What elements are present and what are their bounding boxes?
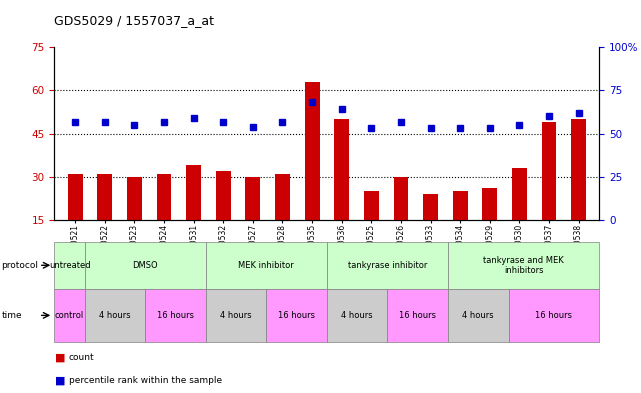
Text: MEK inhibitor: MEK inhibitor (238, 261, 294, 270)
Bar (542, 122, 556, 220)
Bar (304, 82, 319, 220)
Bar (453, 191, 467, 220)
Text: 16 hours: 16 hours (535, 311, 572, 320)
Text: percentile rank within the sample: percentile rank within the sample (69, 376, 222, 385)
Text: time: time (1, 311, 22, 320)
Text: DMSO: DMSO (133, 261, 158, 270)
Bar (68, 174, 83, 220)
Text: 16 hours: 16 hours (399, 311, 437, 320)
Bar (246, 177, 260, 220)
Text: 4 hours: 4 hours (99, 311, 131, 320)
Bar (571, 119, 586, 220)
Bar (156, 174, 171, 220)
Bar (483, 188, 497, 220)
Bar (216, 171, 231, 220)
Text: 4 hours: 4 hours (462, 311, 494, 320)
Text: tankyrase and MEK
inhibitors: tankyrase and MEK inhibitors (483, 255, 564, 275)
Bar (127, 177, 142, 220)
Text: count: count (69, 353, 94, 362)
Text: control: control (55, 311, 84, 320)
Text: tankyrase inhibitor: tankyrase inhibitor (348, 261, 427, 270)
Text: 16 hours: 16 hours (157, 311, 194, 320)
Bar (97, 174, 112, 220)
Text: 4 hours: 4 hours (221, 311, 252, 320)
Bar (394, 177, 408, 220)
Text: ■: ■ (54, 375, 65, 385)
Bar (275, 174, 290, 220)
Bar (512, 168, 527, 220)
Bar (423, 194, 438, 220)
Bar (335, 119, 349, 220)
Text: 4 hours: 4 hours (342, 311, 373, 320)
Text: protocol: protocol (1, 261, 38, 270)
Text: GDS5029 / 1557037_a_at: GDS5029 / 1557037_a_at (54, 14, 215, 27)
Bar (187, 165, 201, 220)
Text: 16 hours: 16 hours (278, 311, 315, 320)
Text: untreated: untreated (49, 261, 90, 270)
Text: ■: ■ (54, 352, 65, 362)
Bar (364, 191, 379, 220)
